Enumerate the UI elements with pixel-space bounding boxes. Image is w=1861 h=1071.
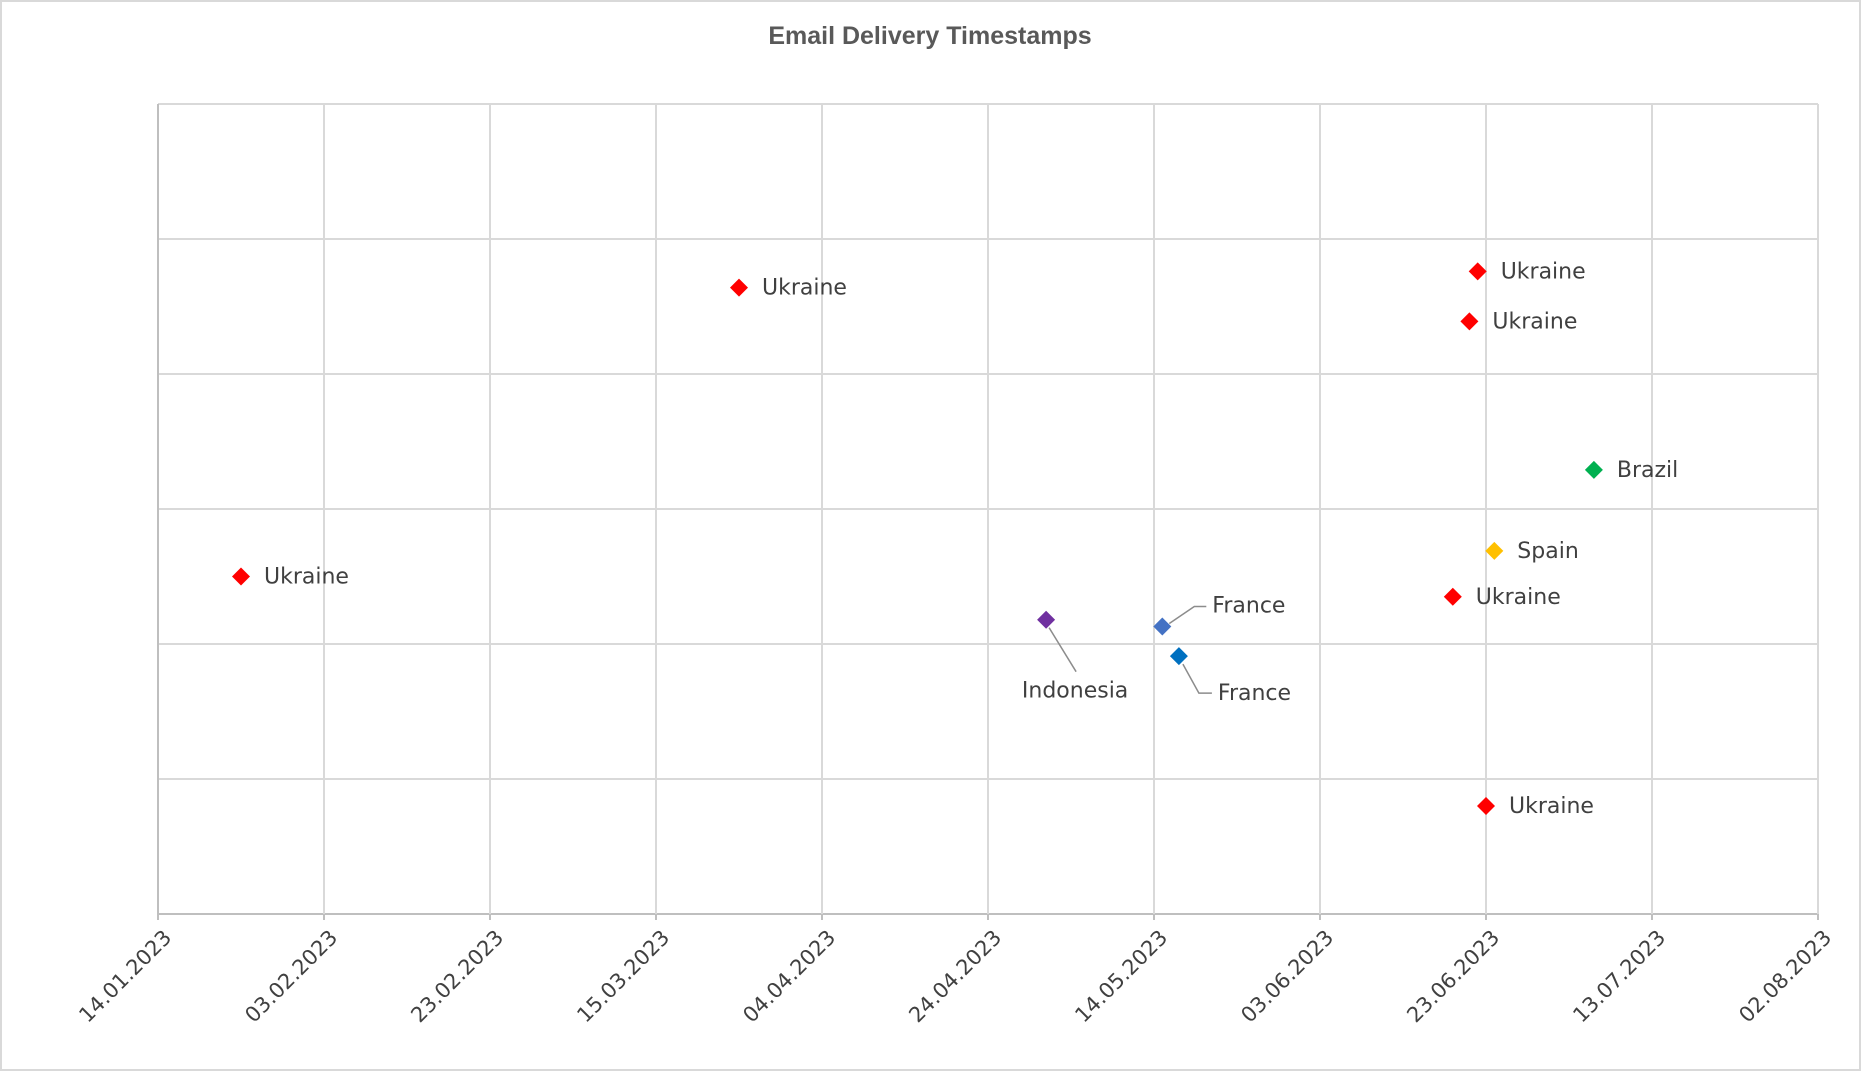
leader-line xyxy=(1168,605,1207,625)
data-point-label: France xyxy=(1218,681,1291,706)
data-point-label: Ukraine xyxy=(1509,794,1594,819)
data-point-label: Indonesia xyxy=(1022,679,1128,704)
data-point-label: Ukraine xyxy=(1492,309,1577,334)
data-point-marker xyxy=(1037,610,1056,629)
data-point-marker xyxy=(1460,312,1479,331)
data-point-marker xyxy=(1468,262,1487,281)
leader-line xyxy=(1182,663,1212,694)
leader-line xyxy=(1048,627,1077,673)
data-point-marker xyxy=(232,567,250,586)
data-point-marker xyxy=(1477,797,1495,815)
data-point-label: Brazil xyxy=(1617,458,1678,483)
data-point-label: France xyxy=(1212,593,1285,618)
data-point-label: Ukraine xyxy=(264,565,349,590)
data-point-marker xyxy=(1443,587,1462,606)
leader-lines xyxy=(1048,605,1212,694)
data-point-marker xyxy=(1584,460,1603,479)
data-labels: Ukraine Ukraine Indonesia France France Ukrai… xyxy=(264,259,1678,819)
data-point-marker xyxy=(1169,647,1188,666)
data-point-label: Ukraine xyxy=(762,276,847,301)
chart-title: Email Delivery Timestamps xyxy=(768,22,1091,50)
data-points xyxy=(232,262,1603,815)
data-point-marker xyxy=(1485,541,1504,560)
data-point-label: Ukraine xyxy=(1501,259,1586,284)
data-point-marker xyxy=(730,278,748,297)
data-point-label: Ukraine xyxy=(1476,585,1561,610)
data-point-label: Spain xyxy=(1517,539,1578,564)
gridlines xyxy=(157,103,1819,915)
data-point-marker xyxy=(1153,617,1172,636)
